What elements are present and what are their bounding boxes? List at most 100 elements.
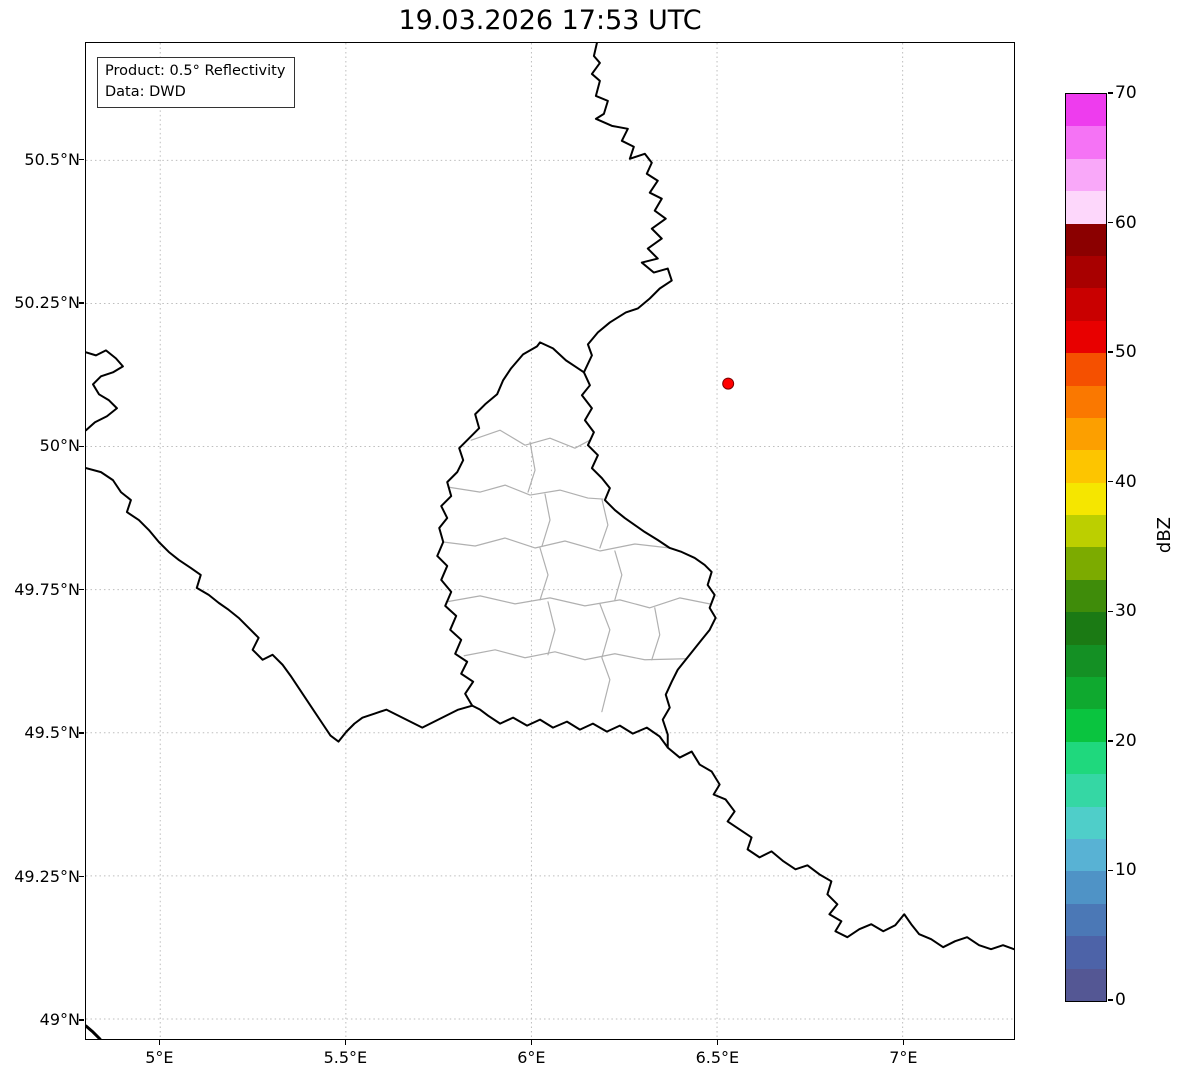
y-tick-label: 50.25°N	[14, 292, 80, 312]
colorbar-tick-mark	[1108, 351, 1113, 353]
country-border-givet-pocket	[86, 349, 124, 432]
colorbar-band	[1066, 255, 1106, 289]
country-border-fr-de	[666, 746, 1014, 951]
colorbar-tick-mark	[1108, 740, 1113, 742]
x-tick-label: 5°E	[145, 1048, 174, 1067]
x-tick-mark	[902, 1040, 905, 1045]
x-tick-label: 6°E	[517, 1048, 546, 1067]
y-tick-label: 49.5°N	[24, 723, 80, 743]
colorbar-band	[1066, 741, 1106, 775]
colorbar-band	[1066, 191, 1106, 224]
y-tick-mark	[79, 158, 84, 161]
colorbar	[1065, 93, 1107, 1002]
colorbar-band	[1066, 417, 1106, 451]
colorbar-tick-label: 60	[1115, 212, 1137, 233]
y-tick-mark	[79, 445, 84, 448]
district-border-path	[447, 484, 604, 500]
district-border-path	[651, 607, 661, 661]
colorbar-tick-label: 20	[1115, 730, 1137, 751]
district-border-path	[614, 550, 623, 601]
district-border-path	[547, 601, 556, 656]
district-border-path	[599, 498, 609, 549]
gridlines	[86, 43, 1014, 1039]
colorbar-band	[1066, 385, 1106, 418]
colorbar-band	[1066, 515, 1106, 548]
x-tick-mark	[530, 1040, 533, 1045]
y-tick-mark	[79, 589, 84, 591]
colorbar-band	[1066, 968, 1106, 1001]
country-border-fr-be	[86, 467, 474, 743]
colorbar-band	[1066, 158, 1106, 192]
country-border-luxembourg	[436, 341, 717, 749]
colorbar-band	[1066, 353, 1106, 386]
colorbar-tick-label: 40	[1115, 471, 1137, 492]
y-tick-mark	[79, 875, 84, 878]
x-tick-mark	[158, 1040, 161, 1045]
colorbar-tick-mark	[1108, 481, 1113, 483]
colorbar-band	[1066, 320, 1106, 354]
colorbar-band	[1066, 709, 1106, 742]
colorbar-label: dBZ	[1154, 517, 1175, 554]
country-borders	[86, 43, 1014, 1039]
district-border-path	[527, 441, 536, 493]
colorbar-tick-label: 30	[1115, 601, 1137, 622]
y-tick-label: 49.25°N	[14, 866, 80, 886]
colorbar-tick-mark	[1108, 92, 1113, 94]
y-tick-label: 49°N	[39, 1009, 80, 1029]
map-canvas	[86, 43, 1014, 1039]
country-border-be-de	[582, 43, 673, 374]
country-border-corner-fragment	[86, 1024, 102, 1039]
district-border-path	[541, 493, 551, 547]
figure-title: 19.03.2026 17:53 UTC	[398, 5, 702, 36]
radar-location-marker	[722, 377, 735, 390]
district-border-path	[470, 429, 591, 449]
colorbar-band	[1066, 677, 1106, 710]
colorbar-tick-label: 10	[1115, 860, 1137, 881]
colorbar-tick-mark	[1108, 869, 1113, 872]
district-border-path	[463, 649, 687, 661]
product-label: Product: 0.5° Reflectivity	[105, 63, 286, 79]
colorbar-tick-mark	[1108, 221, 1113, 224]
x-tick-label: 7°E	[889, 1048, 918, 1067]
x-tick-mark	[716, 1040, 719, 1045]
colorbar-tick-mark	[1108, 610, 1113, 612]
map-plot-area: Product: 0.5° Reflectivity Data: DWD	[85, 42, 1015, 1040]
district-border-path	[539, 547, 549, 601]
colorbar-band	[1066, 482, 1106, 516]
colorbar-band	[1066, 547, 1106, 580]
x-tick-mark	[344, 1040, 347, 1045]
colorbar-band	[1066, 871, 1106, 904]
y-tick-label: 50.5°N	[24, 149, 80, 169]
colorbar-tick-mark	[1108, 999, 1113, 1001]
colorbar-tick-label: 50	[1115, 342, 1137, 363]
colorbar-band	[1066, 450, 1106, 483]
colorbar-band	[1066, 223, 1106, 256]
data-source-label: Data: DWD	[105, 84, 186, 101]
y-tick-label: 49.75°N	[14, 579, 80, 599]
colorbar-tick-label: 70	[1115, 83, 1137, 103]
luxembourg-district-borders	[442, 429, 711, 713]
colorbar-tick-label: 0	[1115, 990, 1126, 1010]
y-tick-mark	[79, 732, 84, 734]
district-border-path	[599, 603, 611, 713]
colorbar-band	[1066, 838, 1106, 872]
district-border-path	[445, 595, 711, 609]
colorbar-band	[1066, 806, 1106, 839]
district-border-path	[442, 537, 671, 552]
colorbar-band	[1066, 903, 1106, 937]
colorbar-band	[1066, 288, 1106, 321]
x-tick-label: 6.5°E	[695, 1048, 740, 1067]
colorbar-band	[1066, 126, 1106, 159]
colorbar-band	[1066, 774, 1106, 807]
colorbar-band	[1066, 644, 1106, 678]
colorbar-band	[1066, 579, 1106, 613]
colorbar-band	[1066, 936, 1106, 969]
colorbar-band	[1066, 612, 1106, 645]
y-tick-mark	[79, 1019, 84, 1021]
x-tick-label: 5.5°E	[323, 1048, 368, 1067]
y-tick-mark	[79, 302, 84, 304]
y-tick-label: 50°N	[39, 436, 80, 456]
colorbar-band	[1066, 94, 1106, 127]
product-annotation-box: Product: 0.5° Reflectivity Data: DWD	[97, 57, 296, 109]
